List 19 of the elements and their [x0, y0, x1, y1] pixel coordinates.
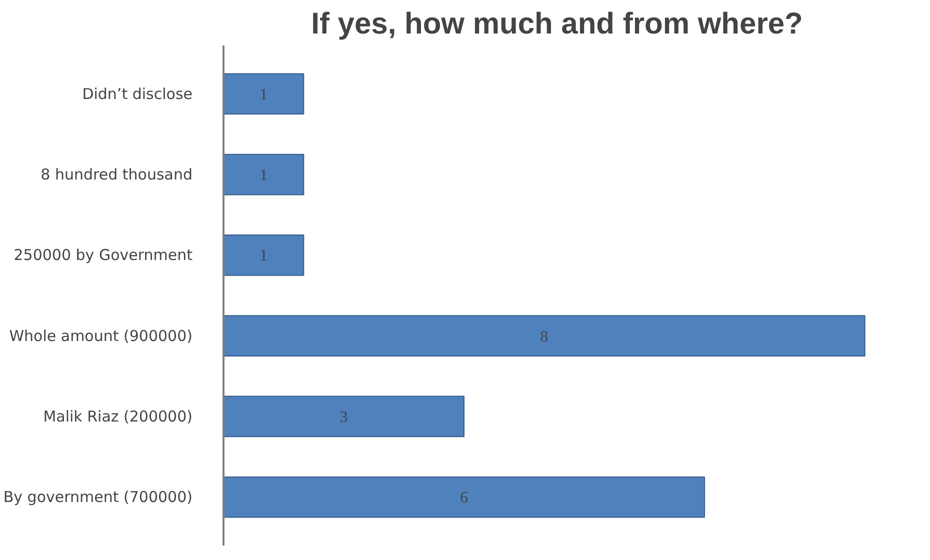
bar [224, 73, 304, 115]
data-label: 1 [260, 86, 268, 104]
y-tick-label: Didn’t disclose [82, 84, 193, 103]
y-tick-label: Whole amount (900000) [9, 326, 193, 345]
data-label: 6 [460, 490, 468, 507]
bar [224, 315, 866, 356]
chart-title: If yes, how much and from where? [311, 8, 803, 40]
bar [224, 234, 304, 276]
y-tick-label: 8 hundred thousand [40, 166, 193, 184]
data-label: 1 [260, 248, 268, 265]
data-label: 3 [340, 408, 348, 426]
data-label: 1 [260, 167, 268, 184]
y-tick-label: By government (700000) [3, 488, 193, 506]
y-tick-label: 250000 by Government [14, 246, 193, 264]
bar [224, 154, 304, 196]
y-tick-label: Malik Riaz (200000) [43, 407, 192, 426]
data-label: 8 [540, 328, 548, 346]
bar [224, 396, 465, 438]
bar [224, 476, 706, 518]
